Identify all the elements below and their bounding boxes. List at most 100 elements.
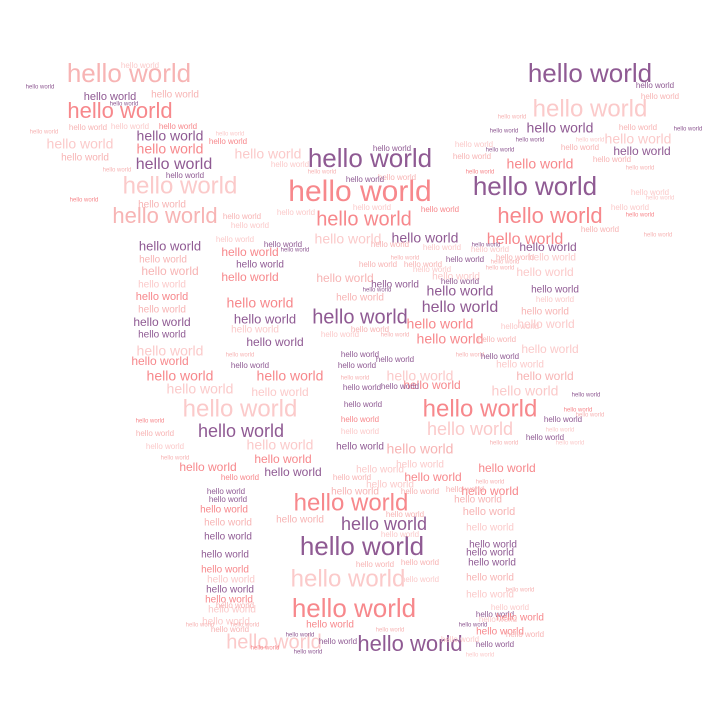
word-cloud-term: hello world [288, 175, 431, 208]
word-cloud-term: hello world [507, 156, 574, 172]
word-cloud-term: hello world [234, 311, 296, 326]
word-cloud-term: hello world [231, 361, 269, 370]
word-cloud-term: hello world [221, 270, 278, 284]
word-cloud-term: hello world [441, 635, 479, 644]
word-cloud-term: hello world [516, 138, 545, 144]
word-cloud-term: hello world [294, 650, 323, 656]
word-cloud-term: hello world [341, 427, 379, 436]
word-cloud-term: hello world [166, 171, 204, 180]
word-cloud-term: hello world [136, 156, 212, 173]
word-cloud-term: hello world [528, 58, 652, 88]
word-cloud-term: hello world [67, 98, 172, 123]
word-cloud-term: hello world [469, 540, 517, 551]
word-cloud-term: hello world [356, 465, 404, 476]
word-cloud-term: hello world [466, 653, 495, 659]
word-cloud-term: hello world [376, 628, 405, 634]
word-cloud-term: hello world [209, 495, 247, 504]
word-cloud-term: hello world [476, 640, 514, 649]
word-cloud-term: hello world [138, 305, 186, 316]
word-cloud-term: hello world [346, 175, 384, 184]
word-cloud-term: hello world [546, 428, 575, 434]
word-cloud-term: hello world [246, 335, 303, 349]
word-cloud-term: hello world [300, 531, 424, 561]
word-cloud-term: hello world [333, 473, 371, 482]
word-cloud-term: hello world [496, 360, 544, 371]
word-cloud-term: hello world [517, 317, 574, 331]
word-cloud-term: hello world [453, 152, 491, 161]
word-cloud-term: hello world [498, 115, 527, 121]
word-cloud-term: hello world [331, 487, 379, 498]
word-cloud-term: hello world [466, 573, 514, 584]
word-cloud-term: hello world [396, 460, 444, 471]
word-cloud-term: hello world [231, 221, 269, 230]
word-cloud-term: hello world [208, 605, 256, 616]
word-cloud-term: hello world [26, 85, 55, 91]
word-cloud-term: hello world [292, 593, 416, 623]
word-cloud-term: hello world [341, 415, 379, 424]
word-cloud-term: hello world [486, 148, 515, 154]
word-cloud-term: hello world [371, 240, 409, 249]
word-cloud-term: hello world [476, 627, 524, 638]
word-cloud-term: hello world [84, 91, 137, 103]
word-cloud-term: hello world [403, 378, 460, 392]
word-cloud-term: hello world [308, 143, 432, 173]
word-cloud-term: hello world [423, 243, 461, 252]
word-cloud-term: hello world [276, 515, 324, 526]
word-cloud-term: hello world [139, 255, 187, 266]
word-cloud-term: hello world [341, 376, 370, 382]
word-cloud-term: hello world [236, 260, 284, 271]
word-cloud-term: hello world [626, 166, 655, 172]
word-cloud-term: hello world [471, 245, 509, 254]
word-cloud-term: hello world [271, 160, 309, 169]
word-cloud-term: hello world [341, 350, 379, 359]
word-cloud-term: hello world [167, 381, 234, 397]
word-cloud-term: hello world [631, 188, 669, 197]
word-cloud-term: hello world [344, 400, 382, 409]
word-cloud-term: hello world [202, 617, 250, 628]
word-cloud-term: hello world [619, 123, 657, 132]
word-cloud-term: hello world [455, 140, 493, 149]
word-cloud-term: hello world [231, 623, 260, 629]
word-cloud-term: hello world [387, 441, 454, 457]
word-cloud-term: hello world [137, 141, 204, 157]
word-cloud-term: hello world [496, 613, 544, 624]
word-cloud-term: hello world [407, 316, 474, 332]
word-cloud-term: hello world [674, 127, 703, 133]
word-cloud-term: hello world [373, 144, 411, 153]
word-cloud-term: hello world [561, 143, 599, 152]
word-cloud-term: hello world [576, 413, 605, 419]
word-cloud-term: hello world [226, 353, 255, 359]
word-cloud-term: hello world [356, 560, 394, 569]
word-cloud-term: hello world [221, 473, 259, 482]
word-cloud-term: hello world [205, 595, 253, 606]
word-cloud-term: hello world [111, 122, 149, 131]
word-cloud-term: hello world [146, 442, 184, 451]
word-cloud-term: hello world [441, 277, 479, 286]
word-cloud-term: hello world [341, 514, 427, 534]
word-cloud-term: hello world [506, 630, 544, 639]
word-cloud-term: hello world [413, 265, 451, 274]
word-cloud-term: hello world [204, 532, 252, 543]
word-cloud-term: hello world [491, 260, 520, 266]
word-cloud-term: hello world [312, 306, 408, 328]
word-cloud-term: hello world [564, 408, 593, 414]
word-cloud-term: hello world [427, 283, 494, 299]
word-cloud-term: hello world [223, 212, 261, 221]
word-cloud-term: hello world [204, 518, 252, 529]
word-cloud-term: hello world [468, 558, 516, 569]
word-cloud-term: hello world [211, 625, 249, 634]
word-cloud-term: hello world [593, 155, 631, 164]
word-cloud-term: hello world [206, 585, 254, 596]
word-cloud-term: hello world [281, 248, 310, 254]
word-cloud-term: hello world [386, 510, 424, 519]
word-cloud-term: hello world [381, 382, 419, 391]
word-cloud-term: hello world [257, 368, 324, 384]
word-cloud-term: hello world [417, 331, 484, 347]
word-cloud-term: hello world [351, 325, 389, 334]
word-cloud-term: hello world [131, 354, 188, 368]
word-cloud-term: hello world [123, 172, 238, 199]
word-cloud-term: hello world [605, 131, 672, 147]
word-cloud-term: hello world [572, 393, 601, 399]
word-cloud-term: hello world [251, 646, 280, 652]
word-cloud-term: hello world [353, 203, 391, 212]
